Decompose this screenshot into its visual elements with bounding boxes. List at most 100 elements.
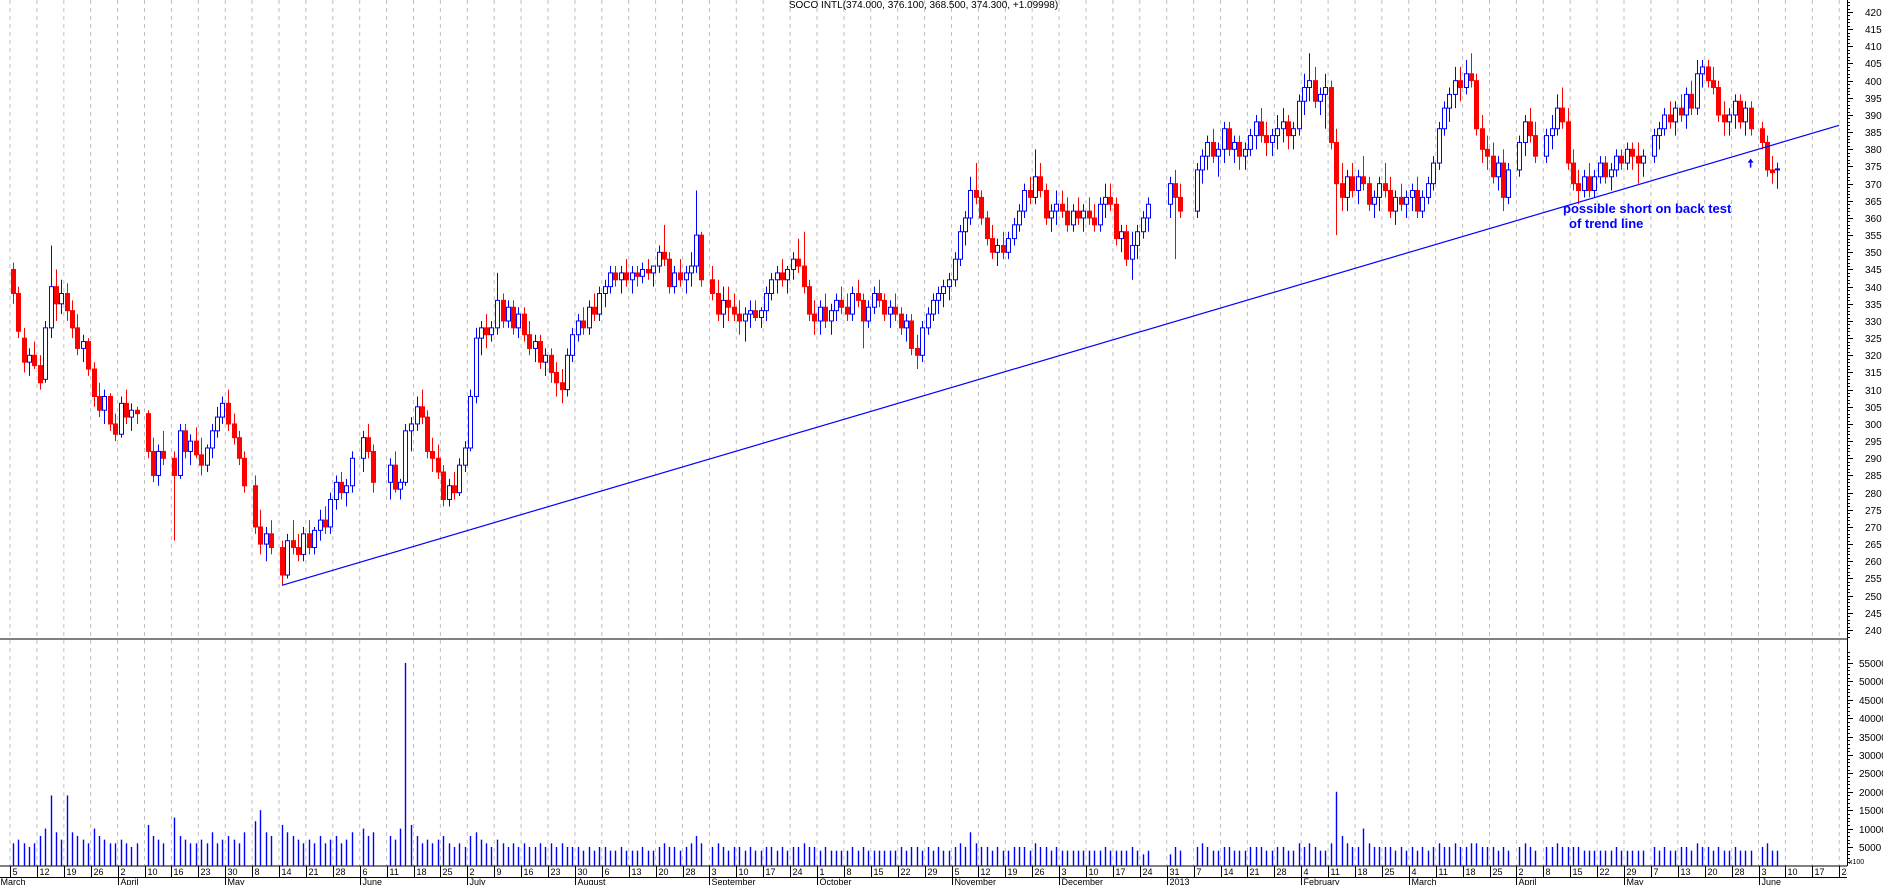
candle-down — [985, 217, 990, 240]
candle-down — [253, 485, 258, 528]
candle-down — [667, 258, 672, 288]
candle-up — [995, 244, 1000, 253]
candle-down — [549, 354, 554, 373]
candle-down — [1286, 121, 1291, 137]
date-tick-label: 8 — [1546, 867, 1551, 877]
candle-down — [199, 454, 204, 466]
month-label: June — [1762, 877, 1782, 885]
candle-up — [1700, 66, 1705, 75]
price-tick-label: 400 — [1865, 77, 1882, 88]
candle-down — [1415, 190, 1420, 212]
candle-down — [1706, 66, 1711, 82]
candle-down — [1738, 100, 1743, 123]
price-tick-label: 380 — [1865, 145, 1882, 156]
candle-up — [785, 268, 790, 281]
price-tick-label: 280 — [1865, 489, 1882, 500]
candle-up — [1523, 121, 1528, 143]
date-tick-label: 12 — [981, 867, 991, 877]
date-tick-label: 10 — [739, 867, 749, 877]
date-tick-label: 3 — [1062, 867, 1067, 877]
candle-up — [479, 327, 484, 339]
candle-down — [441, 471, 446, 500]
candle-down — [172, 457, 177, 476]
candle-up — [1431, 162, 1436, 185]
price-tick-label: 360 — [1865, 214, 1882, 225]
price-tick-label: 275 — [1865, 506, 1882, 517]
price-tick-label: 320 — [1865, 351, 1882, 362]
candle-down — [1388, 190, 1393, 212]
price-tick-label: 340 — [1865, 283, 1882, 294]
candle-down — [1560, 107, 1565, 123]
date-tick-label: 14 — [282, 867, 292, 877]
date-tick-label: 18 — [1358, 867, 1368, 877]
candle-up — [1598, 162, 1603, 178]
date-tick-label: 30 — [578, 867, 588, 877]
candle-up — [619, 272, 624, 281]
price-tick-label: 270 — [1865, 523, 1882, 534]
price-tick-label: 245 — [1865, 609, 1882, 620]
candle-up — [904, 320, 909, 329]
candle-down — [124, 402, 129, 418]
candle-up — [603, 286, 608, 295]
candle-down — [1668, 114, 1673, 123]
candle-up — [1302, 87, 1307, 102]
candle-up — [1775, 168, 1780, 171]
date-tick-label: 11 — [1331, 867, 1340, 877]
candle-down — [1087, 210, 1092, 219]
price-tick-label: 305 — [1865, 403, 1882, 414]
candle-up — [1071, 210, 1076, 226]
candle-up — [81, 341, 86, 349]
candle-up — [156, 450, 161, 476]
date-tick-label: 17 — [1116, 867, 1126, 877]
candle-up — [1291, 128, 1296, 137]
candle-up — [1377, 183, 1382, 198]
candle-down — [1340, 183, 1345, 198]
candle-up — [543, 354, 548, 363]
candle-up — [205, 447, 210, 466]
candle-up — [1420, 196, 1425, 212]
date-tick-label: 22 — [901, 867, 911, 877]
candle-up — [1012, 224, 1017, 240]
candle-up — [463, 447, 468, 466]
candle-up — [457, 464, 462, 494]
trendline — [281, 124, 1840, 586]
candle-down — [1619, 155, 1624, 164]
candle-down — [1566, 121, 1571, 164]
candle-down — [1313, 80, 1318, 102]
candle-down — [280, 547, 285, 576]
price-tick-label: 345 — [1865, 265, 1882, 276]
date-tick-label: 24 — [793, 867, 803, 877]
candle-down — [737, 313, 742, 322]
candle-down — [780, 272, 785, 281]
candle-down — [1749, 107, 1754, 130]
price-tick-label: 350 — [1865, 248, 1882, 259]
candle-down — [393, 464, 398, 490]
candle-up — [102, 395, 107, 411]
candle-down — [194, 440, 199, 456]
candle-up — [215, 416, 220, 432]
candle-down — [1485, 148, 1490, 157]
candle-down — [1350, 176, 1355, 192]
price-tick-label: 335 — [1865, 300, 1882, 311]
date-tick-label: 25 — [1493, 867, 1503, 877]
candle-up — [285, 540, 290, 576]
date-tick-label: 25 — [443, 867, 453, 877]
candle-up — [694, 234, 699, 267]
candle-up — [764, 293, 769, 312]
candle-up — [506, 306, 511, 322]
candle-up — [672, 272, 677, 288]
candle-down — [1469, 73, 1474, 82]
candle-down — [877, 293, 882, 301]
candle-up — [1733, 100, 1738, 116]
candle-down — [882, 299, 887, 315]
candle-down — [527, 334, 532, 349]
price-tick-label: 365 — [1865, 197, 1882, 208]
date-tick-label: 12 — [40, 867, 50, 877]
date-tick-label: 15 — [1573, 867, 1583, 877]
candle-down — [135, 409, 140, 415]
candle-down — [242, 457, 247, 487]
price-tick-label: 260 — [1865, 557, 1882, 568]
date-tick-label: 15 — [874, 867, 884, 877]
candle-up — [920, 327, 925, 356]
volume-tick-label: 50000 — [1859, 677, 1883, 688]
